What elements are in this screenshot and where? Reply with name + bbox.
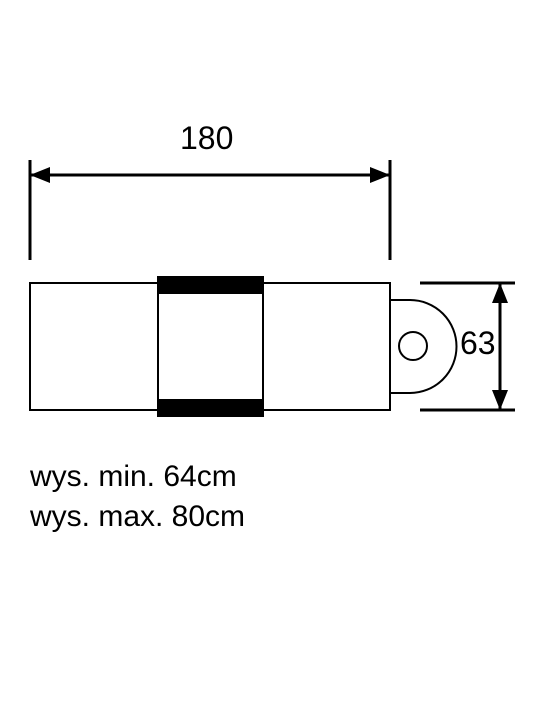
drawing-canvas [0,0,540,720]
width-dim-label: 180 [180,120,233,157]
height-dim-label: 63 [460,325,496,362]
dim-width [30,160,390,260]
body [30,283,390,410]
note-min: wys. min. 64cm [30,460,237,494]
note-max: wys. max. 80cm [30,500,245,534]
